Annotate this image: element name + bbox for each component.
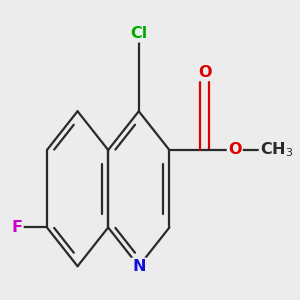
Text: CH$_3$: CH$_3$ <box>260 141 293 159</box>
Text: O: O <box>198 65 211 80</box>
Text: O: O <box>228 142 242 158</box>
Text: N: N <box>132 259 146 274</box>
Text: F: F <box>11 220 22 235</box>
Text: Cl: Cl <box>130 26 147 41</box>
